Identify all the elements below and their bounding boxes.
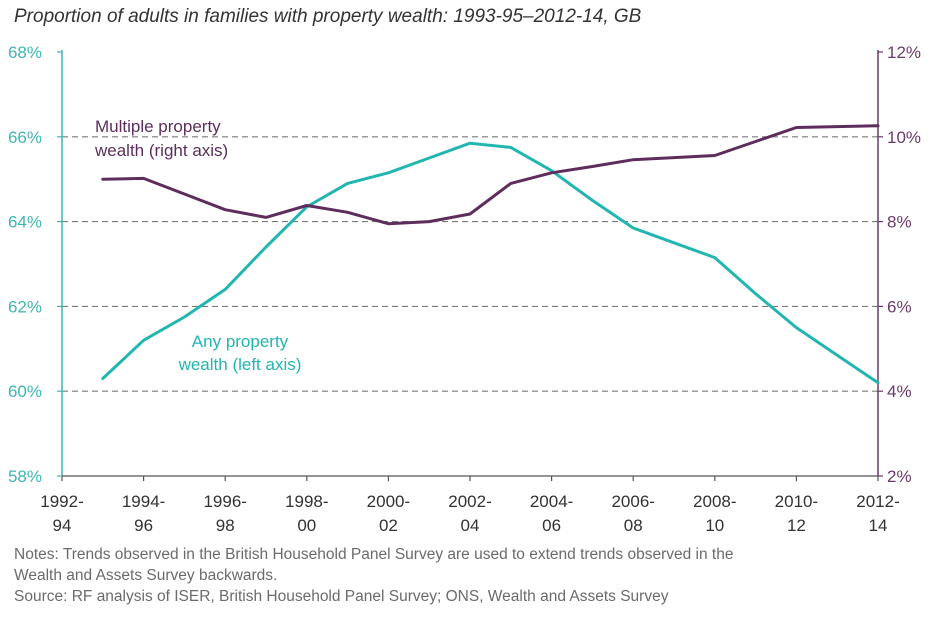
x-tick-label-line2: 08 xyxy=(624,516,643,535)
right-tick-label: 12% xyxy=(887,43,921,62)
x-tick-label: 2008- xyxy=(693,492,736,511)
left-tick-label: 66% xyxy=(8,128,42,147)
x-tick-label-line2: 02 xyxy=(379,516,398,535)
left-tick-label: 62% xyxy=(8,297,42,316)
left-axis-ticks: 58% 60% 62% 64% 66% 68% xyxy=(8,43,62,486)
x-tick-label: 2004- xyxy=(530,492,573,511)
x-tick-label-line2: 14 xyxy=(869,516,888,535)
x-tick-label: 2010- xyxy=(775,492,818,511)
right-tick-label: 8% xyxy=(887,213,912,232)
series-multiple-property-line xyxy=(101,124,880,226)
right-tick-label: 4% xyxy=(887,382,912,401)
x-tick-label: 1996- xyxy=(203,492,246,511)
label-multiple-property-line1: Multiple property xyxy=(95,117,221,136)
right-tick-label: 6% xyxy=(887,297,912,316)
chart-title: Proportion of adults in families with pr… xyxy=(14,6,642,27)
note-line-1: Notes: Trends observed in the British Ho… xyxy=(14,546,734,563)
x-tick-label: 2002- xyxy=(448,492,491,511)
label-multiple-property-line2: wealth (right axis) xyxy=(94,141,228,160)
note-line-2: Wealth and Assets Survey backwards. xyxy=(14,567,278,584)
x-tick-label: 1994- xyxy=(122,492,165,511)
x-tick-label-line2: 06 xyxy=(542,516,561,535)
right-tick-label: 10% xyxy=(887,128,921,147)
gridlines xyxy=(62,136,878,392)
x-tick-label-line2: 96 xyxy=(134,516,153,535)
label-any-property-line1: Any property xyxy=(192,332,289,351)
left-tick-label: 60% xyxy=(8,382,42,401)
x-tick-label: 1992- xyxy=(40,492,83,511)
x-axis-ticks: 1992- 94 1994- 96 1996- 98 1998- 00 2000- 02 2002-… xyxy=(40,476,900,535)
label-any-property-line2: wealth (left axis) xyxy=(178,355,302,374)
x-tick-label-line2: 98 xyxy=(216,516,235,535)
x-tick-label: 2012- xyxy=(856,492,899,511)
source-line: Source: RF analysis of ISER, British Hou… xyxy=(14,588,669,605)
notes: Notes: Trends observed in the British Ho… xyxy=(14,544,934,607)
series-lines xyxy=(101,124,880,385)
left-tick-label: 64% xyxy=(8,213,42,232)
series-any-property-line xyxy=(101,141,880,385)
x-tick-label-line2: 00 xyxy=(297,516,316,535)
x-tick-label-line2: 10 xyxy=(705,516,724,535)
left-tick-label: 58% xyxy=(8,467,42,486)
left-tick-label: 68% xyxy=(8,43,42,62)
x-tick-label: 1998- xyxy=(285,492,328,511)
x-tick-label: 2000- xyxy=(367,492,410,511)
x-tick-label: 2006- xyxy=(611,492,654,511)
series-labels: Any property wealth (left axis) Multiple p… xyxy=(94,117,301,374)
right-axis-ticks: 2% 4% 6% 8% 10% 12% xyxy=(878,43,921,486)
x-tick-label-line2: 94 xyxy=(53,516,72,535)
x-tick-label-line2: 12 xyxy=(787,516,806,535)
right-tick-label: 2% xyxy=(887,467,912,486)
x-tick-label-line2: 04 xyxy=(461,516,480,535)
line-chart: 1992- 94 1994- 96 1996- 98 1998- 00 2000- 02 2002-… xyxy=(8,43,921,535)
